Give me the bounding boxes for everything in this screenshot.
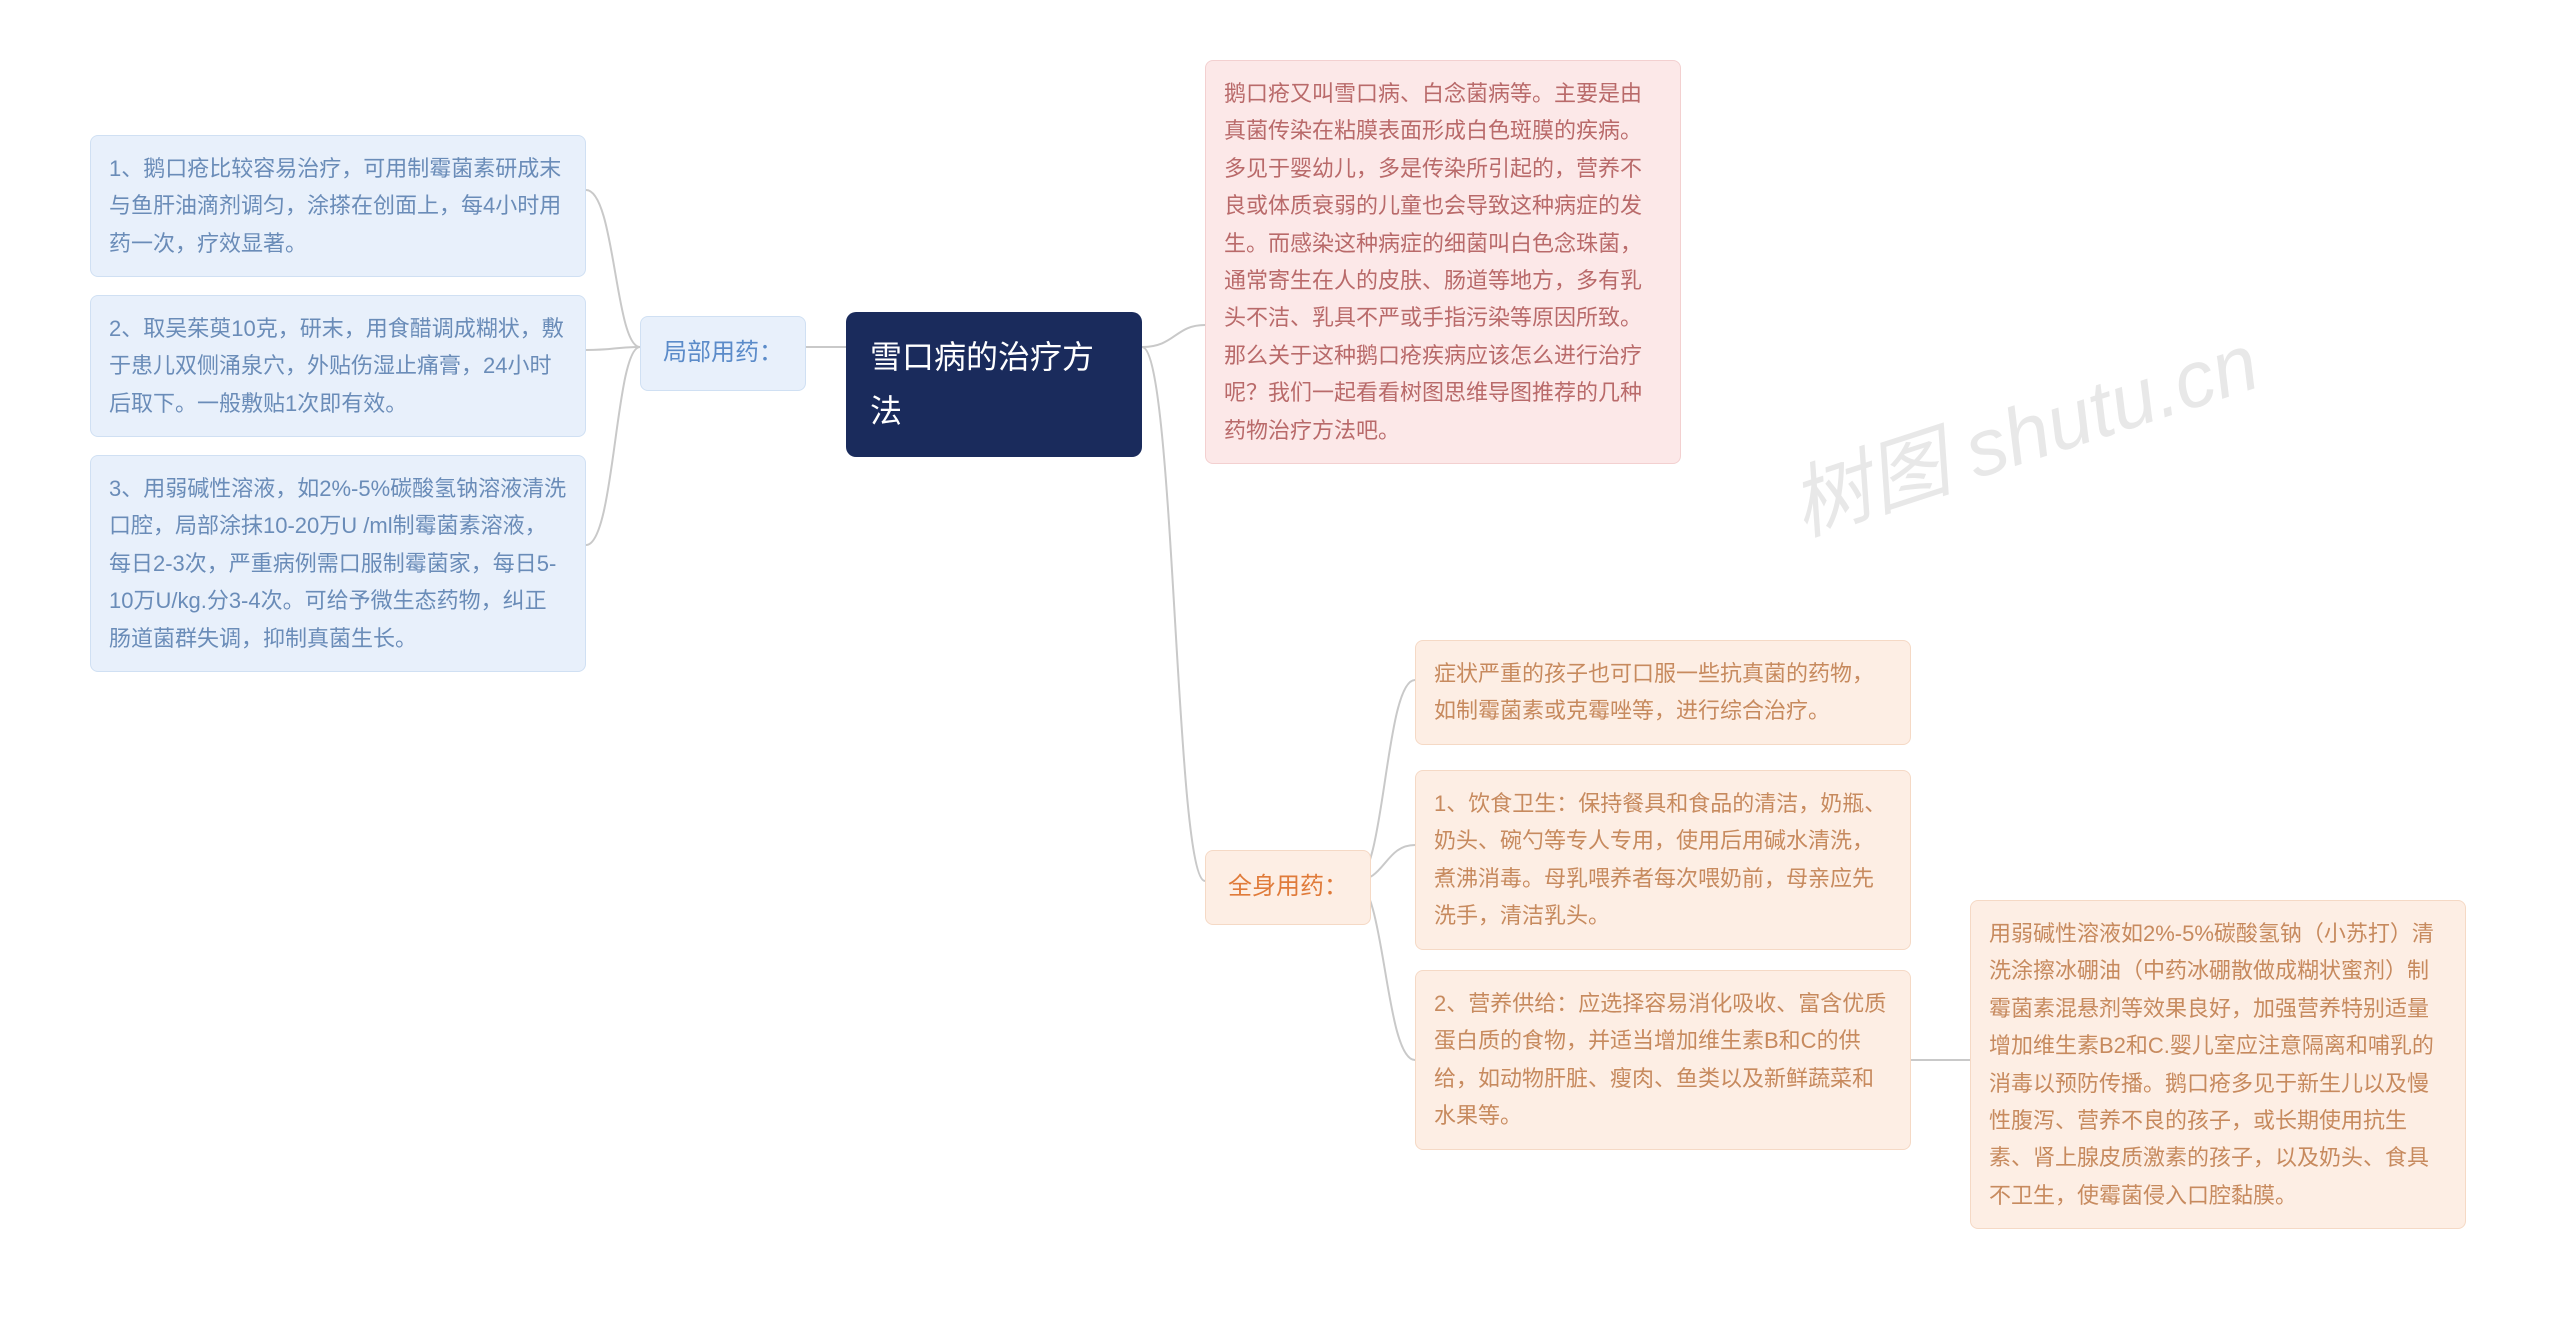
- right-leaf-3-text: 2、营养供给：应选择容易消化吸收、富含优质蛋白质的食物，并适当增加维生素B和C的…: [1434, 991, 1886, 1128]
- right-leaf-2[interactable]: 1、饮食卫生：保持餐具和食品的清洁，奶瓶、奶头、碗勺等专人专用，使用后用碱水清洗…: [1415, 770, 1911, 950]
- right-leaf-1-text: 症状严重的孩子也可口服一些抗真菌的药物，如制霉菌素或克霉唑等，进行综合治疗。: [1434, 661, 1874, 723]
- right-branch-node[interactable]: 全身用药：: [1205, 850, 1371, 925]
- right-leaf-2-text: 1、饮食卫生：保持餐具和食品的清洁，奶瓶、奶头、碗勺等专人专用，使用后用碱水清洗…: [1434, 791, 1886, 928]
- intro-node[interactable]: 鹅口疮又叫雪口病、白念菌病等。主要是由真菌传染在粘膜表面形成白色斑膜的疾病。多见…: [1205, 60, 1681, 464]
- left-leaf-3[interactable]: 3、用弱碱性溶液，如2%-5%碳酸氢钠溶液清洗口腔，局部涂抹10-20万U /m…: [90, 455, 586, 672]
- left-leaf-2-text: 2、取吴茱萸10克，研末，用食醋调成糊状，敷于患儿双侧涌泉穴，外贴伤湿止痛膏，2…: [109, 316, 564, 416]
- right-leaf-3[interactable]: 2、营养供给：应选择容易消化吸收、富含优质蛋白质的食物，并适当增加维生素B和C的…: [1415, 970, 1911, 1150]
- root-node[interactable]: 雪口病的治疗方法: [846, 312, 1142, 457]
- intro-text: 鹅口疮又叫雪口病、白念菌病等。主要是由真菌传染在粘膜表面形成白色斑膜的疾病。多见…: [1224, 81, 1642, 443]
- left-leaf-1[interactable]: 1、鹅口疮比较容易治疗，可用制霉菌素研成末与鱼肝油滴剂调匀，涂搽在创面上，每4小…: [90, 135, 586, 277]
- left-branch-label: 局部用药：: [663, 339, 783, 366]
- right-leaf-3-child-text: 用弱碱性溶液如2%-5%碳酸氢钠（小苏打）清洗涂擦冰硼油（中药冰硼散做成糊状蜜剂…: [1989, 921, 2434, 1208]
- watermark-right: 树图 shutu.cn: [1774, 298, 2271, 558]
- right-branch-label: 全身用药：: [1228, 873, 1348, 900]
- right-leaf-1[interactable]: 症状严重的孩子也可口服一些抗真菌的药物，如制霉菌素或克霉唑等，进行综合治疗。: [1415, 640, 1911, 745]
- root-title: 雪口病的治疗方法: [870, 339, 1094, 429]
- left-leaf-3-text: 3、用弱碱性溶液，如2%-5%碳酸氢钠溶液清洗口腔，局部涂抹10-20万U /m…: [109, 476, 566, 651]
- left-branch-node[interactable]: 局部用药：: [640, 316, 806, 391]
- right-leaf-3-child[interactable]: 用弱碱性溶液如2%-5%碳酸氢钠（小苏打）清洗涂擦冰硼油（中药冰硼散做成糊状蜜剂…: [1970, 900, 2466, 1229]
- left-leaf-1-text: 1、鹅口疮比较容易治疗，可用制霉菌素研成末与鱼肝油滴剂调匀，涂搽在创面上，每4小…: [109, 156, 561, 256]
- left-leaf-2[interactable]: 2、取吴茱萸10克，研末，用食醋调成糊状，敷于患儿双侧涌泉穴，外贴伤湿止痛膏，2…: [90, 295, 586, 437]
